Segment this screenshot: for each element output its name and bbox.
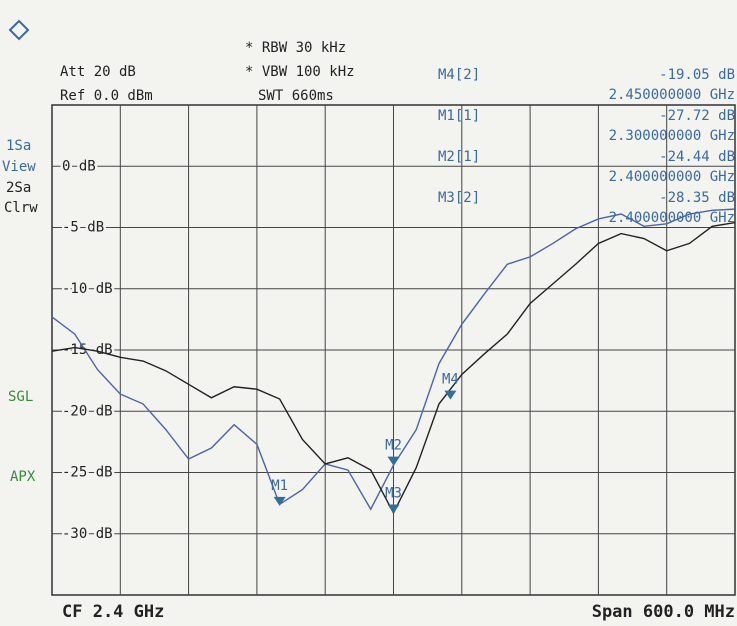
y-tick-label: -20 dB xyxy=(62,403,113,419)
marker-name: M3[2] xyxy=(438,190,480,206)
marker-frequency: 2.300000000 GHz xyxy=(609,128,735,144)
marker-name: M4[2] xyxy=(438,67,480,83)
y-tick-label: -10 dB xyxy=(62,281,113,297)
marker-level: -28.35 dB xyxy=(659,190,735,206)
y-tick-label: 0 dB xyxy=(62,158,96,174)
marker-level: -19.05 dB xyxy=(659,67,735,83)
center-frequency: CF 2.4 GHz xyxy=(62,602,164,622)
sgl-label: SGL xyxy=(8,389,33,405)
y-tick-label: -5 dB xyxy=(62,220,104,236)
marker-name: M1[1] xyxy=(438,108,480,124)
y-tick-label: -30 dB xyxy=(62,526,113,542)
marker-frequency: 2.400000000 GHz xyxy=(609,169,735,185)
marker-level: -24.44 dB xyxy=(659,149,735,165)
marker-triangle xyxy=(388,505,400,514)
marker-tag: M1 xyxy=(271,478,288,494)
marker-tag: M4 xyxy=(442,372,459,388)
ref: Ref 0.0 dBm xyxy=(60,88,153,104)
span: Span 600.0 MHz xyxy=(592,602,735,622)
clrw-label: Clrw xyxy=(4,200,38,216)
marker-level: -27.72 dB xyxy=(659,108,735,124)
analyzer-screen: Att 20 dB Ref 0.0 dBm * RBW 30 kHz * VBW… xyxy=(0,0,737,626)
swt: SWT 660ms xyxy=(258,88,334,104)
vbw: * VBW 100 kHz xyxy=(245,64,355,80)
marker-name: M2[1] xyxy=(438,149,480,165)
marker-triangle xyxy=(388,457,400,466)
view-label: View xyxy=(2,159,36,175)
trace2-label: 2Sa xyxy=(6,180,31,196)
marker-tag: M3 xyxy=(385,486,402,502)
apx-label: APX xyxy=(10,469,36,485)
y-tick-label: -25 dB xyxy=(62,465,113,481)
marker-frequency: 2.450000000 GHz xyxy=(609,87,735,103)
trace1-label: 1Sa xyxy=(6,138,31,154)
marker-tag: M2 xyxy=(385,438,402,454)
rbw: * RBW 30 kHz xyxy=(245,40,346,56)
logo xyxy=(10,21,28,39)
marker-frequency: 2.400000000 GHz xyxy=(609,210,735,226)
att: Att 20 dB xyxy=(60,64,136,80)
